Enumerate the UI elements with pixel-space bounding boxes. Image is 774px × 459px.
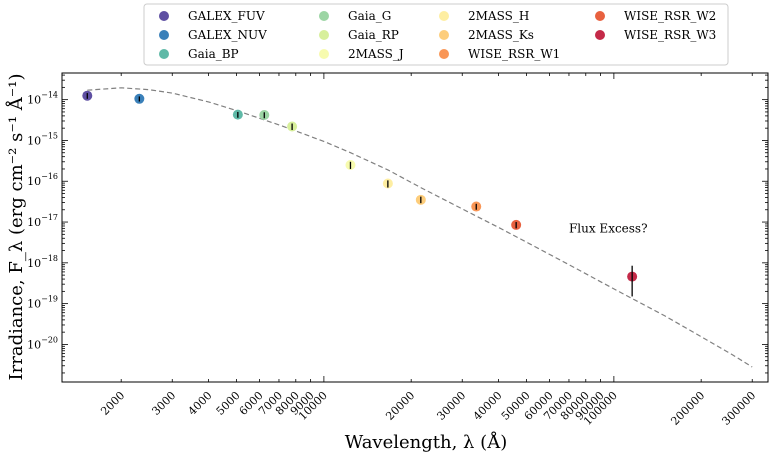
y-tick-label: 10−20 [27,335,58,351]
x-tick-label: 200000 [668,389,707,428]
y-axis-label: Irradiance, F_λ (erg cm⁻² s⁻¹ Å⁻¹) [5,74,27,381]
legend-marker [439,49,449,59]
data-point-gaia-rp [287,121,298,132]
legend-marker [319,11,329,21]
x-tick-label: 300000 [719,389,758,428]
x-axis-label: Wavelength, λ (Å) [345,431,507,453]
x-tick-label: 4000 [186,389,215,418]
legend-entry-gaia-bp: Gaia_BP [159,47,239,61]
legend-label: 2MASS_H [468,9,529,23]
legend-entry-gaia-rp: Gaia_RP [319,28,399,42]
data-point-wise-rsr-w2 [511,219,522,230]
legend-marker [319,30,329,40]
x-tick-label: 20000 [383,389,417,423]
legend-entry-galex-fuv: GALEX_FUV [159,9,265,23]
legend-box [143,3,729,66]
data-point-galex-nuv [134,93,145,104]
legend-entry-galex-nuv: GALEX_NUV [159,28,267,42]
data-point-wise-rsr-w1 [471,201,482,212]
legend-label: Gaia_BP [188,47,239,61]
legend-label: WISE_RSR_W2 [624,9,716,23]
legend-marker [439,11,449,21]
data-point-gaia-bp [232,109,243,120]
y-tick-label: 10−19 [27,295,58,311]
data-point-2mass-h [382,178,393,189]
legend-label: GALEX_FUV [188,9,265,23]
y-tick-label: 10−15 [27,131,58,147]
legend-entry-2mass-j: 2MASS_J [319,47,404,61]
model-curve [87,87,753,368]
data-point-wise-rsr-w3 [627,265,638,297]
legend-entry-wise-rsr-w2: WISE_RSR_W2 [595,9,716,23]
legend-label: Gaia_RP [348,28,399,42]
y-tick-label: 10−14 [27,91,58,107]
legend-marker [159,30,169,40]
x-tick-label: 40000 [471,389,505,423]
legend-label: Gaia_G [348,9,391,23]
x-tick-label: 2000 [98,389,127,418]
legend-marker [595,30,605,40]
x-tick-label: 5000 [214,389,243,418]
data-point-gaia-g [259,110,270,121]
legend-entry-2mass-ks: 2MASS_Ks [439,28,534,42]
y-tick-label: 10−16 [27,172,58,188]
x-tick-label: 3000 [149,389,178,418]
legend-marker [159,11,169,21]
plot-area: Flux Excess? 2000 3000 4000 500060007000800… [27,72,769,428]
legend-entry-gaia-g: Gaia_G [319,9,391,23]
legend-marker [159,49,169,59]
y-tick-label: 10−18 [27,254,58,270]
legend-entry-2mass-h: 2MASS_H [439,9,529,23]
data-point-galex-fuv [82,90,93,101]
plot-frame [61,72,769,383]
legend-entry-wise-rsr-w3: WISE_RSR_W3 [595,28,716,42]
legend-entry-wise-rsr-w1: WISE_RSR_W1 [439,47,560,61]
legend-marker [439,30,449,40]
legend-marker [319,49,329,59]
legend-label: WISE_RSR_W3 [624,28,716,42]
legend-label: GALEX_NUV [188,28,267,42]
annotation-flux-excess: Flux Excess? [569,221,648,235]
y-tick-label: 10−17 [27,213,58,229]
x-tick-label: 30000 [434,389,468,423]
legend-marker [595,11,605,21]
data-point-2mass-j [345,160,356,171]
legend: GALEX_FUV GALEX_NUV Gaia_BP Gaia_G Gaia_RP 2M… [143,3,729,66]
legend-label: 2MASS_Ks [468,28,534,42]
data-point-2mass-ks [415,194,426,205]
legend-label: WISE_RSR_W1 [468,47,560,61]
legend-label: 2MASS_J [348,47,404,61]
